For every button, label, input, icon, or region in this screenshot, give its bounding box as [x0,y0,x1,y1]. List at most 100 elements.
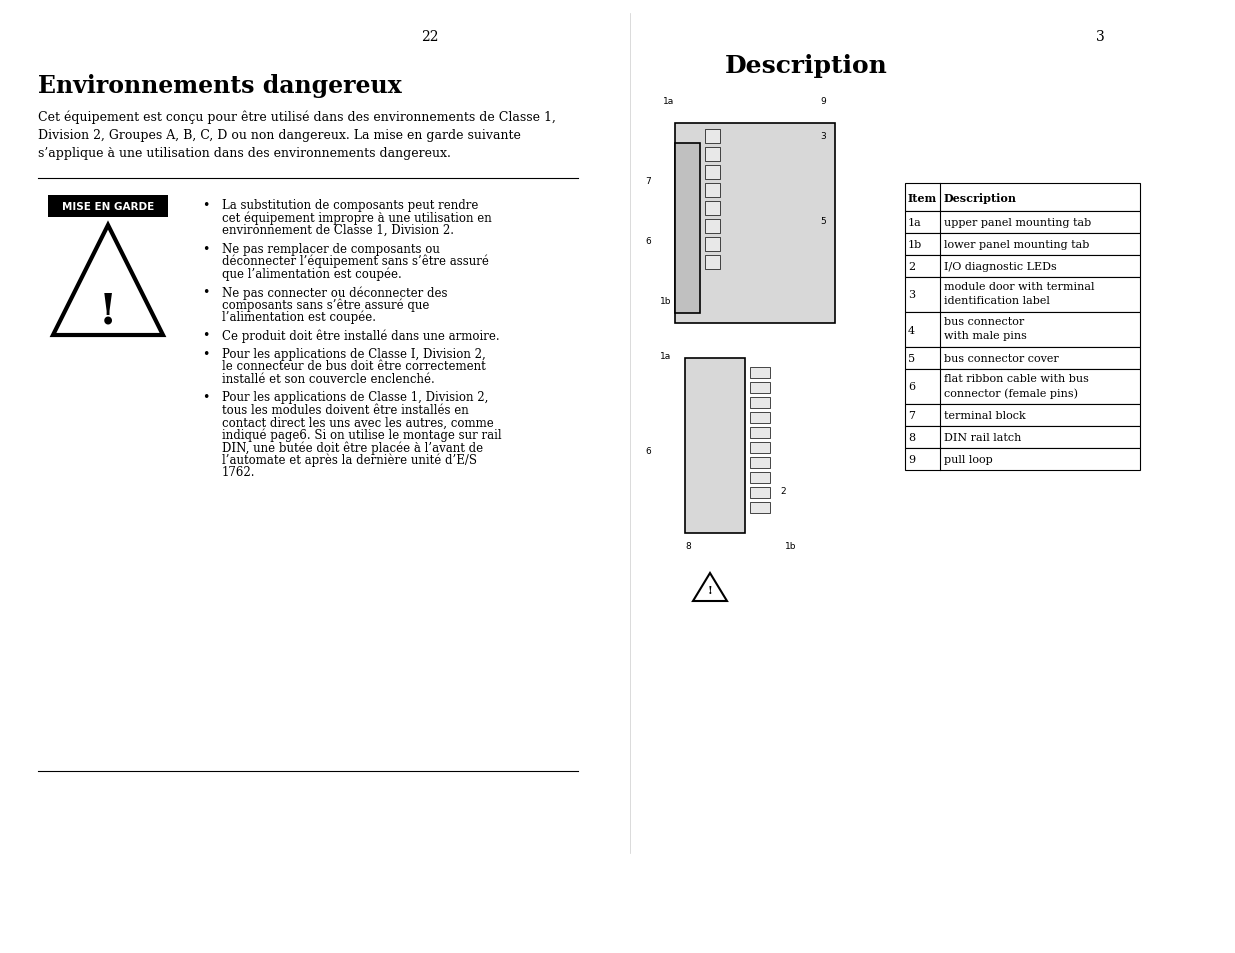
FancyBboxPatch shape [750,368,769,378]
Text: que l’alimentation est coupée.: que l’alimentation est coupée. [222,267,401,281]
FancyBboxPatch shape [750,473,769,483]
FancyBboxPatch shape [750,397,769,409]
Text: 1b: 1b [908,240,923,250]
Text: 6: 6 [908,382,915,392]
Text: 8: 8 [685,541,690,551]
Text: 3: 3 [820,132,826,141]
Text: La substitution de composants peut rendre: La substitution de composants peut rendr… [222,199,478,212]
Text: 5: 5 [820,216,826,226]
FancyBboxPatch shape [905,233,1140,255]
FancyBboxPatch shape [905,255,1140,277]
Text: Cet équipement est conçu pour être utilisé dans des environnements de Classe 1,
: Cet équipement est conçu pour être utili… [38,111,556,160]
Text: flat ribbon cable with bus: flat ribbon cable with bus [944,374,1089,384]
Text: 1b: 1b [659,296,672,306]
Text: Item: Item [908,193,937,203]
Text: Description: Description [944,193,1016,203]
Text: contact direct les uns avec les autres, comme: contact direct les uns avec les autres, … [222,416,494,429]
Text: terminal block: terminal block [944,411,1026,420]
FancyBboxPatch shape [705,220,720,233]
FancyBboxPatch shape [905,277,1140,313]
Text: 5: 5 [908,354,915,364]
Text: 7: 7 [908,411,915,420]
Text: 6: 6 [645,447,651,456]
FancyBboxPatch shape [750,442,769,454]
Text: environnement de Classe 1, Division 2.: environnement de Classe 1, Division 2. [222,224,454,236]
Text: I/O diagnostic LEDs: I/O diagnostic LEDs [944,262,1057,272]
Text: 22: 22 [421,30,438,44]
Text: 4: 4 [908,325,915,335]
FancyBboxPatch shape [705,237,720,252]
FancyBboxPatch shape [905,348,1140,370]
Text: 8: 8 [908,433,915,442]
Text: 9: 9 [908,455,915,464]
Text: déconnecter l’équipement sans s’être assuré: déconnecter l’équipement sans s’être ass… [222,254,489,268]
Text: le connecteur de bus doit être correctement: le connecteur de bus doit être correctem… [222,360,485,374]
FancyBboxPatch shape [685,358,745,534]
Text: !: ! [99,290,117,332]
FancyBboxPatch shape [705,255,720,270]
Text: bus connector: bus connector [944,316,1024,327]
Text: 1a: 1a [663,97,674,106]
Polygon shape [53,226,163,335]
Text: installé et son couvercle enclenché.: installé et son couvercle enclenché. [222,373,435,386]
FancyBboxPatch shape [905,405,1140,427]
Text: identification label: identification label [944,295,1050,306]
FancyBboxPatch shape [905,212,1140,233]
FancyBboxPatch shape [705,130,720,144]
Text: pull loop: pull loop [944,455,993,464]
FancyBboxPatch shape [676,144,700,314]
Text: 9: 9 [820,97,826,106]
Text: indiqué page6. Si on utilise le montage sur rail: indiqué page6. Si on utilise le montage … [222,429,501,442]
FancyBboxPatch shape [750,488,769,498]
Text: l’automate et après la dernière unité d’E/S: l’automate et après la dernière unité d’… [222,454,477,467]
Text: •: • [203,391,210,404]
Text: composants sans s’être assuré que: composants sans s’être assuré que [222,298,430,312]
Text: 1762.: 1762. [222,466,256,479]
FancyBboxPatch shape [705,166,720,180]
FancyBboxPatch shape [750,382,769,394]
Text: •: • [203,242,210,255]
FancyBboxPatch shape [676,124,835,324]
FancyBboxPatch shape [705,184,720,198]
Text: Pour les applications de Classe 1, Division 2,: Pour les applications de Classe 1, Divis… [222,391,488,404]
FancyBboxPatch shape [705,148,720,162]
FancyBboxPatch shape [750,457,769,469]
Text: 6: 6 [645,236,651,246]
FancyBboxPatch shape [905,427,1140,449]
Text: 1b: 1b [785,541,797,551]
FancyBboxPatch shape [750,413,769,423]
Text: 7: 7 [645,177,651,186]
Text: DIN rail latch: DIN rail latch [944,433,1021,442]
Text: •: • [203,199,210,212]
Text: MISE EN GARDE: MISE EN GARDE [62,202,154,212]
Text: 1a: 1a [908,218,921,228]
Text: Description: Description [725,54,888,78]
FancyBboxPatch shape [905,449,1140,471]
Text: with male pins: with male pins [944,331,1026,340]
Text: Pour les applications de Classe I, Division 2,: Pour les applications de Classe I, Divis… [222,348,485,360]
Text: connector (female pins): connector (female pins) [944,388,1078,398]
Text: cet équipement impropre à une utilisation en: cet équipement impropre à une utilisatio… [222,212,492,225]
Text: 2: 2 [781,486,785,496]
Text: tous les modules doivent être installés en: tous les modules doivent être installés … [222,403,469,416]
FancyBboxPatch shape [750,502,769,514]
Text: Environnements dangereux: Environnements dangereux [38,74,401,98]
Text: •: • [203,348,210,360]
Text: 2: 2 [908,262,915,272]
Text: Ne pas remplacer de composants ou: Ne pas remplacer de composants ou [222,242,440,255]
Text: DIN, une butée doit être placée à l’avant de: DIN, une butée doit être placée à l’avan… [222,441,483,455]
FancyBboxPatch shape [705,202,720,215]
Text: •: • [203,286,210,298]
Polygon shape [693,574,727,601]
Text: 3: 3 [908,291,915,300]
Text: 3: 3 [1095,30,1104,44]
FancyBboxPatch shape [905,370,1140,405]
FancyBboxPatch shape [905,313,1140,348]
Text: Ne pas connecter ou déconnecter des: Ne pas connecter ou déconnecter des [222,286,447,299]
Text: 1a: 1a [659,352,672,360]
Text: l’alimentation est coupée.: l’alimentation est coupée. [222,311,375,324]
Text: Ce produit doit être installé dans une armoire.: Ce produit doit être installé dans une a… [222,329,500,343]
Text: lower panel mounting tab: lower panel mounting tab [944,240,1089,250]
Text: bus connector cover: bus connector cover [944,354,1058,364]
Text: upper panel mounting tab: upper panel mounting tab [944,218,1092,228]
